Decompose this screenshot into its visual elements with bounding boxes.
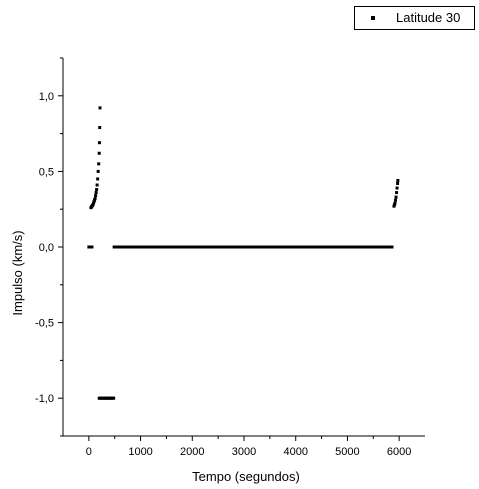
data-point xyxy=(93,197,97,201)
x-tick-label: 4000 xyxy=(283,446,307,458)
x-axis-label: Tempo (segundos) xyxy=(192,469,300,484)
data-point xyxy=(98,126,102,130)
data-point xyxy=(98,106,102,110)
legend-label: Latitude 30 xyxy=(396,10,461,25)
data-point xyxy=(91,203,95,207)
data-point xyxy=(94,194,98,198)
data-point xyxy=(95,183,99,187)
x-tick-label: 0 xyxy=(86,446,92,458)
x-tick-label: 2000 xyxy=(180,446,204,458)
data-series xyxy=(87,106,400,400)
data-point xyxy=(112,396,116,400)
data-point xyxy=(393,201,397,205)
data-point xyxy=(396,178,400,182)
data-point xyxy=(394,198,398,202)
y-axis-label: Impulso (km/s) xyxy=(10,230,25,315)
legend-marker xyxy=(371,16,375,20)
ticks: 0 1000 2000 3000 4000 5000 6000 -1,0 -0,5 0,0 0,5 1… xyxy=(35,57,411,458)
x-tick-label: 3000 xyxy=(232,446,256,458)
data-point xyxy=(392,204,396,208)
data-point xyxy=(92,200,96,204)
data-point xyxy=(392,203,396,207)
y-tick-label: -0,5 xyxy=(35,318,54,330)
y-tick-label: 1,0 xyxy=(39,91,54,103)
data-point xyxy=(97,141,101,145)
data-point xyxy=(396,181,400,185)
y-tick-label: 0,5 xyxy=(39,166,54,178)
data-point xyxy=(90,245,94,249)
data-point xyxy=(96,177,100,181)
y-tick-label: -1,0 xyxy=(35,393,54,405)
data-point xyxy=(95,188,99,192)
data-point xyxy=(93,198,97,202)
data-point xyxy=(97,151,101,155)
data-point xyxy=(394,195,398,199)
data-point xyxy=(97,162,101,166)
data-point xyxy=(94,191,98,195)
data-point xyxy=(92,201,96,205)
legend: Latitude 30 xyxy=(354,6,475,30)
x-tick-label: 1000 xyxy=(128,446,152,458)
data-point xyxy=(96,169,100,173)
x-tick-label: 6000 xyxy=(387,446,411,458)
data-point xyxy=(395,191,399,195)
data-point xyxy=(395,186,399,190)
y-tick-label: 0,0 xyxy=(39,242,54,254)
x-tick-label: 5000 xyxy=(335,446,359,458)
